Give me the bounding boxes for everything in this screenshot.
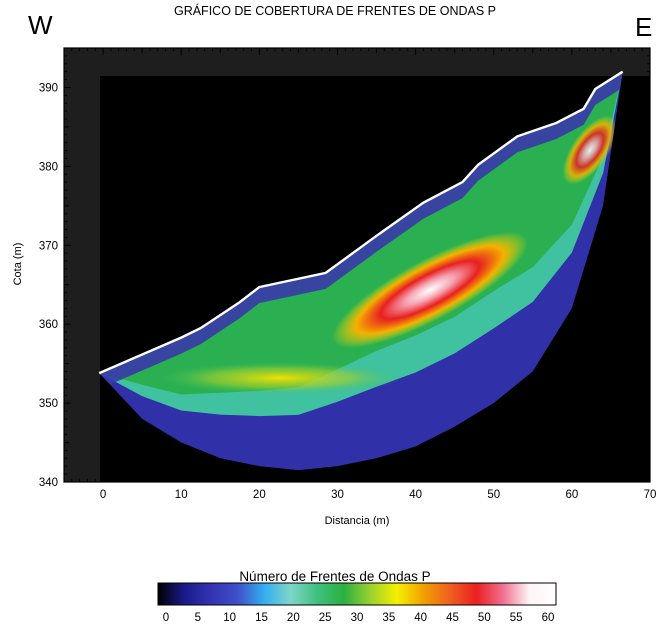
x-tick-label: 70 [644,489,657,501]
y-tick-label: 360 [39,319,58,331]
colorbar-tick-label: 20 [287,612,300,624]
colorbar-tick-label: 5 [195,612,201,624]
y-axis-title: Cota (m) [12,242,24,286]
colorbar-tick-label: 55 [510,612,523,624]
x-axis-title: Distancia (m) [324,515,390,527]
y-axis: 340 350 360 370 380 390 [39,47,650,489]
coverage-hot-zone-right [562,115,618,185]
y-tick-label: 390 [39,82,58,94]
colorbar-tick-label: 50 [478,612,491,624]
colorbar-title: Número de Frentes de Ondas P [239,569,431,584]
colorbar-tick-label: 60 [542,612,555,624]
colorbar-tick-label: 10 [223,612,236,624]
y-tick-label: 350 [39,398,58,410]
colorbar-ticks: 0 5 10 15 20 25 30 35 40 45 50 55 60 [163,612,555,624]
colorbar-tick-label: 35 [382,612,395,624]
y-tick-label: 340 [39,477,58,489]
colorbar-tick-label: 40 [414,612,427,624]
colorbar-tick-label: 0 [163,612,169,624]
left-frame-band [64,48,100,482]
x-tick-label: 50 [487,489,500,501]
top-frame-band [64,48,650,76]
colorbar-tick-label: 30 [351,612,364,624]
y-tick-label: 370 [39,240,58,252]
y-tick-label: 380 [39,161,58,173]
x-tick-label: 0 [100,489,106,501]
x-tick-label: 10 [175,489,188,501]
plot-frame [63,47,651,483]
coverage-yellow-zone-low [160,362,400,394]
surface-profile-line [98,70,624,375]
west-label: W [28,10,53,40]
colorbar-tick-label: 25 [319,612,332,624]
x-tick-label: 30 [331,489,344,501]
x-axis: 0 10 20 30 40 50 60 70 [63,48,657,501]
chart-title: GRÁFICO DE COBERTURA DE FRENTES DE ONDAS… [173,4,497,18]
x-tick-label: 60 [565,489,578,501]
east-label: E [635,12,653,42]
colorbar [157,582,557,606]
colorbar-tick-label: 45 [446,612,459,624]
colorbar-tick-label: 15 [255,612,268,624]
coverage-max-zone [331,231,529,349]
x-tick-label: 40 [409,489,422,501]
x-tick-label: 20 [253,489,266,501]
